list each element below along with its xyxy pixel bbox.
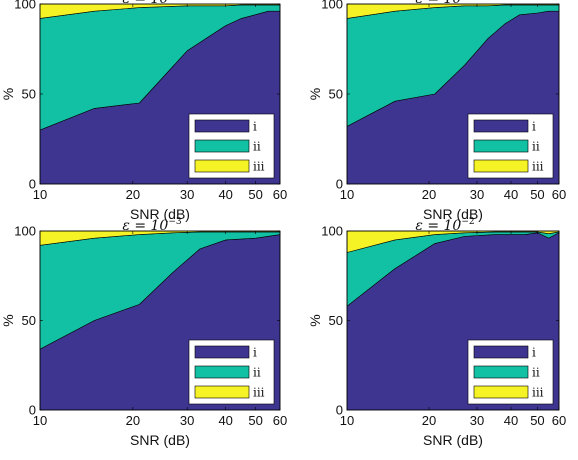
x-axis-label: SNR (dB)	[423, 206, 483, 222]
legend-label-ii: ii	[253, 140, 261, 154]
y-axis-label: %	[307, 88, 323, 100]
x-tick-label: 40	[218, 413, 232, 428]
x-tick-label: 20	[126, 187, 140, 202]
x-tick-label: 10	[33, 413, 47, 428]
legend-label-iii: iii	[532, 160, 544, 174]
x-tick-label: 60	[552, 187, 566, 202]
y-tick-label: 100	[14, 224, 36, 239]
x-tick-label: 60	[552, 413, 566, 428]
y-tick-label: 0	[29, 177, 36, 192]
y-tick-label: 100	[321, 0, 343, 12]
panel-title: ε = 10−2	[415, 217, 474, 234]
legend-label-i: i	[532, 346, 536, 360]
legend-swatch-i	[194, 345, 250, 359]
y-tick-label: 0	[336, 403, 343, 418]
y-tick-label: 50	[22, 313, 36, 328]
panel-title: ε = 10−5	[122, 0, 182, 7]
panel-title: ε = 10−4	[415, 0, 475, 7]
panel-title-exponent: −2	[461, 217, 474, 227]
y-tick-label: 0	[336, 177, 343, 192]
legend-label-ii: ii	[253, 366, 261, 380]
x-tick-label: 10	[340, 187, 354, 202]
x-tick-label: 30	[180, 187, 194, 202]
x-tick-label: 40	[504, 187, 518, 202]
legend-swatch-iii	[194, 159, 250, 173]
legend-label-i: i	[253, 346, 257, 360]
x-tick-label: 20	[422, 187, 436, 202]
legend-label-i: i	[253, 120, 257, 134]
x-tick-label: 30	[470, 187, 484, 202]
legend-swatch-i	[473, 345, 529, 359]
y-tick-label: 100	[321, 224, 343, 239]
legend-swatch-ii	[473, 365, 529, 379]
y-axis-label: %	[0, 88, 16, 100]
panel-title-exponent: −3	[168, 217, 182, 227]
legend-swatch-ii	[473, 139, 529, 153]
legend-label-i: i	[532, 120, 536, 134]
y-tick-label: 50	[329, 313, 343, 328]
legend-swatch-iii	[194, 385, 250, 399]
legend-swatch-iii	[473, 159, 529, 173]
legend-label-ii: ii	[532, 366, 540, 380]
y-tick-label: 50	[22, 87, 36, 102]
x-tick-label: 40	[504, 413, 518, 428]
y-axis-label: %	[307, 314, 323, 326]
y-tick-label: 50	[329, 87, 343, 102]
x-axis-label: SNR (dB)	[130, 432, 190, 448]
legend-label-ii: ii	[532, 140, 540, 154]
x-tick-label: 50	[248, 413, 262, 428]
x-tick-label: 50	[248, 187, 262, 202]
legend-swatch-i	[473, 119, 529, 133]
legend-swatch-iii	[473, 385, 529, 399]
x-tick-label: 30	[180, 413, 194, 428]
x-axis-label: SNR (dB)	[130, 206, 190, 222]
y-axis-label: %	[0, 314, 16, 326]
legend-swatch-ii	[194, 139, 250, 153]
legend-swatch-i	[194, 119, 250, 133]
x-tick-label: 60	[273, 187, 287, 202]
x-tick-label: 20	[422, 413, 436, 428]
legend-swatch-ii	[194, 365, 250, 379]
x-tick-label: 40	[218, 187, 232, 202]
legend-label-iii: iii	[532, 386, 544, 400]
x-tick-label: 10	[33, 187, 47, 202]
y-tick-label: 100	[14, 0, 36, 12]
x-tick-label: 10	[340, 413, 354, 428]
x-tick-label: 50	[530, 413, 544, 428]
legend-label-iii: iii	[253, 386, 265, 400]
x-tick-label: 20	[126, 413, 140, 428]
x-tick-label: 60	[273, 413, 287, 428]
legend-label-iii: iii	[253, 160, 265, 174]
x-axis-label: SNR (dB)	[423, 432, 483, 448]
panel-title: ε = 10−3	[122, 217, 182, 234]
y-tick-label: 0	[29, 403, 36, 418]
x-tick-label: 50	[530, 187, 544, 202]
x-tick-label: 30	[470, 413, 484, 428]
